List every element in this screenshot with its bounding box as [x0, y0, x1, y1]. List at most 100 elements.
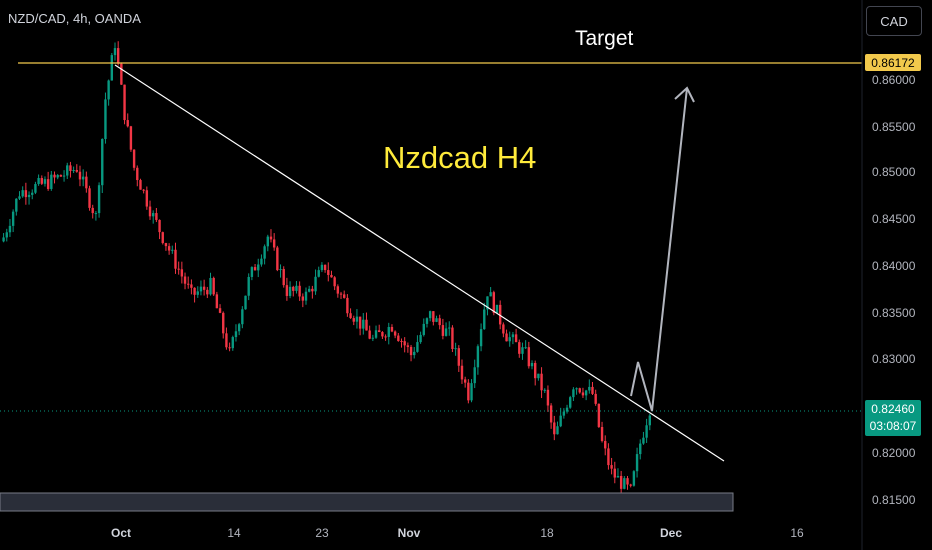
candle-body: [575, 388, 578, 390]
candle-body: [534, 363, 537, 379]
candle-body: [365, 319, 368, 331]
y-tick: 0.85000: [872, 165, 916, 179]
candle-body: [400, 340, 403, 342]
last-price-value: 0.82460: [871, 402, 915, 416]
candle-body: [282, 269, 285, 286]
projection-path[interactable]: [630, 87, 688, 412]
candle-body: [263, 246, 266, 259]
candle-body: [604, 440, 607, 449]
currency-button[interactable]: CAD: [866, 6, 922, 36]
candle-body: [228, 347, 231, 349]
candle-body: [72, 170, 75, 172]
candle-body: [428, 311, 432, 319]
candle-body: [498, 304, 502, 325]
candle-body: [94, 213, 98, 215]
candle-body: [467, 382, 470, 401]
candle-body: [355, 316, 359, 322]
candle-body: [479, 329, 483, 347]
candle-body: [581, 392, 585, 396]
candle-body: [104, 99, 107, 140]
y-tick: 0.86000: [872, 73, 916, 87]
candle-body: [113, 48, 117, 56]
candle-body: [81, 176, 85, 180]
candle-body: [78, 171, 82, 180]
candle-body: [8, 225, 12, 233]
candle-body: [15, 198, 18, 212]
candle-body: [371, 337, 375, 339]
candle-body: [307, 288, 311, 292]
candle-body: [215, 294, 219, 309]
candle-body: [272, 239, 276, 248]
candle-body: [285, 285, 289, 296]
candle-body: [266, 236, 269, 247]
candle-body: [413, 351, 416, 356]
y-tick: 0.83500: [872, 306, 916, 320]
candle-body: [642, 437, 645, 444]
candle-body: [66, 165, 69, 176]
trendline[interactable]: [114, 64, 725, 462]
candle-body: [120, 63, 123, 85]
candle-body: [352, 318, 355, 322]
candle-body: [126, 120, 129, 127]
candlesticks: [2, 41, 651, 497]
candle-body: [152, 213, 155, 217]
candle-body: [441, 325, 445, 336]
candle-body: [626, 478, 629, 485]
candle-body: [556, 426, 559, 435]
candle-body: [62, 175, 66, 177]
candle-body: [231, 337, 234, 349]
candle-body: [304, 291, 308, 301]
candle-body: [358, 316, 362, 329]
candle-body: [537, 373, 540, 379]
target-price-badge: 0.86172: [865, 54, 921, 71]
candle-body: [260, 258, 263, 265]
candle-body: [616, 475, 620, 478]
candle-body: [505, 333, 508, 342]
candle-body: [333, 277, 336, 287]
candle-body: [18, 196, 21, 199]
candle-body: [559, 415, 562, 427]
candle-body: [132, 149, 136, 168]
candle-body: [588, 386, 591, 391]
candle-body: [5, 232, 8, 238]
candle-body: [56, 175, 59, 178]
candle-body: [448, 327, 451, 329]
candle-body: [190, 284, 193, 288]
candle-body: [422, 323, 425, 335]
candle-body: [492, 292, 496, 313]
candle-body: [444, 328, 448, 336]
candle-body: [123, 84, 126, 121]
candle-body: [527, 347, 531, 367]
candle-body: [107, 80, 110, 100]
chart-annotation-title: Nzdcad H4: [383, 140, 537, 175]
candle-body: [276, 247, 279, 271]
candle-body: [155, 213, 158, 220]
candle-body: [546, 389, 550, 406]
candle-body: [24, 190, 28, 198]
candle-body: [40, 177, 43, 184]
candle-body: [34, 184, 37, 193]
candle-body: [43, 179, 47, 184]
candle-body: [317, 270, 320, 277]
candle-body: [502, 324, 505, 334]
candle-body: [578, 388, 581, 393]
candle-body: [387, 326, 390, 337]
candle-body: [199, 286, 203, 292]
candle-body: [374, 330, 378, 338]
candle-body: [562, 411, 566, 416]
candle-body: [247, 276, 250, 296]
candle-body: [288, 286, 292, 296]
last-price-badge: 0.82460 03:08:07: [865, 400, 921, 436]
candle-body: [460, 365, 464, 380]
candle-body: [610, 465, 613, 469]
candle-body: [572, 389, 575, 398]
candle-body: [390, 326, 394, 332]
candle-body: [110, 55, 114, 81]
candle-body: [250, 267, 254, 277]
candle-body: [339, 293, 343, 295]
candle-body: [565, 407, 569, 412]
candle-body: [403, 341, 406, 346]
x-tick: Nov: [397, 526, 421, 540]
candle-body: [635, 454, 639, 472]
